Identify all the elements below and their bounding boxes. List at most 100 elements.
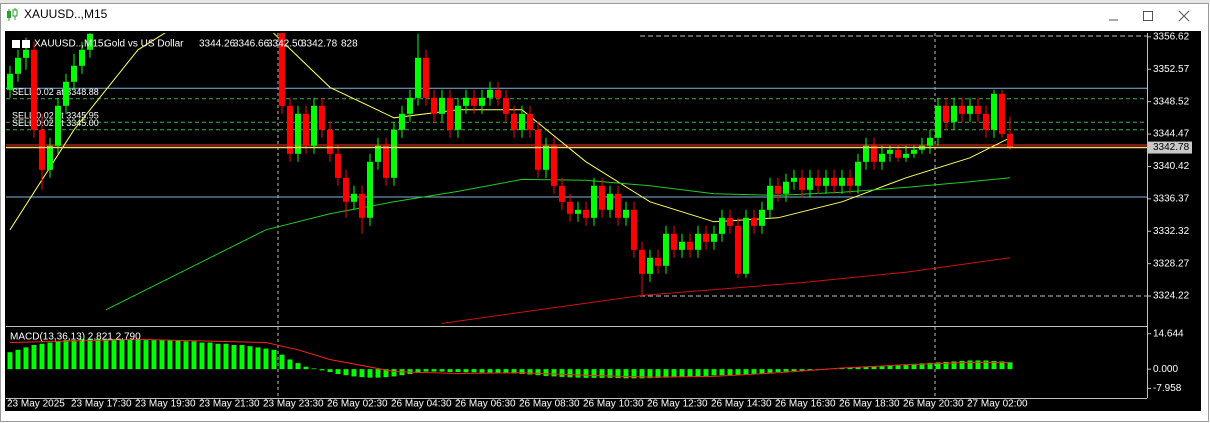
close-button[interactable] — [1178, 10, 1190, 22]
candle-body — [439, 97, 445, 114]
candle-body — [79, 49, 85, 66]
macd-bar — [7, 352, 13, 370]
macd-bar — [543, 369, 549, 376]
candle-body — [983, 113, 989, 130]
macd-bar — [23, 347, 29, 370]
macd-bar — [215, 343, 221, 370]
x-tick-label: 26 May 10:30 — [583, 399, 644, 410]
macd-bar — [223, 343, 229, 370]
candle-body — [975, 105, 981, 114]
macd-bar — [359, 369, 365, 378]
maximize-button[interactable] — [1143, 11, 1153, 21]
macd-bar — [687, 369, 693, 377]
macd-bar — [679, 369, 685, 378]
candle-body — [367, 161, 373, 218]
candle-body — [807, 177, 813, 190]
candle-body — [359, 193, 365, 218]
macd-bar — [167, 340, 173, 370]
x-tick-label: 26 May 06:30 — [455, 399, 516, 410]
candle-body — [431, 97, 437, 114]
x-tick-label: 23 May 21:30 — [199, 399, 260, 410]
macd-bar — [175, 340, 181, 370]
macd-bar — [719, 369, 725, 376]
macd-bar — [943, 361, 949, 370]
window-icon — [7, 8, 18, 21]
macd-bar — [327, 369, 333, 373]
macd-bar — [423, 369, 429, 372]
macd-bar — [975, 360, 981, 370]
candle-body — [391, 129, 397, 178]
candle-body — [631, 209, 637, 250]
candle-body — [535, 129, 541, 170]
candle-body — [783, 181, 789, 194]
x-tick-label: 26 May 14:30 — [711, 399, 772, 410]
y-tick-label: 3352.57 — [1153, 64, 1190, 75]
candle-body — [751, 217, 757, 226]
window-controls[interactable] — [1109, 10, 1190, 22]
macd-bar — [15, 349, 21, 370]
macd-bar — [807, 369, 813, 371]
candle-body — [735, 225, 741, 274]
candle-body — [303, 113, 309, 146]
candle-body — [71, 65, 77, 82]
macd-bar — [367, 369, 373, 378]
candle-body — [855, 161, 861, 186]
macd-bar — [711, 369, 717, 376]
macd-bar — [591, 369, 597, 378]
macd-bar — [999, 361, 1005, 370]
candle-body — [831, 177, 837, 186]
macd-bar — [1007, 362, 1013, 370]
candle-body — [23, 49, 29, 58]
macd-bar — [383, 369, 389, 378]
macd-bar — [495, 369, 501, 373]
macd-bar — [959, 360, 965, 370]
order-label: SELL 0.02 at 3348.88 — [12, 87, 99, 97]
moving-average — [441, 257, 1011, 324]
candle-body — [1007, 133, 1013, 148]
macd-bar — [31, 344, 37, 370]
macd-signal — [9, 338, 1011, 378]
macd-bar — [63, 340, 69, 370]
candle-body — [895, 149, 901, 158]
macd-bar — [623, 369, 629, 379]
macd-bar — [671, 369, 677, 378]
candle-body — [727, 217, 733, 226]
candle-body — [455, 105, 461, 130]
candle-body — [679, 241, 685, 250]
candle-body — [335, 153, 341, 178]
macd-bar — [159, 340, 165, 370]
candle-body — [655, 257, 661, 266]
macd-bar — [287, 359, 293, 370]
macd-y-tick-label: 0.000 — [1153, 364, 1178, 375]
candle-body — [311, 105, 317, 146]
candle-body — [383, 145, 389, 178]
macd-bar — [519, 369, 525, 374]
macd-bar — [855, 367, 861, 370]
y-tick-label: 3328.27 — [1153, 258, 1190, 269]
macd-bar — [647, 369, 653, 379]
candle-body — [7, 73, 13, 90]
candle-body — [471, 97, 477, 106]
macd-bar — [471, 369, 477, 373]
macd-bar — [935, 362, 941, 370]
macd-bar — [87, 338, 93, 370]
candle-body — [55, 105, 61, 146]
candle-body — [863, 145, 869, 162]
macd-bar — [783, 369, 789, 372]
candle-body — [447, 97, 453, 130]
macd-bar — [559, 369, 565, 377]
candle-body — [63, 81, 69, 106]
candle-body — [599, 185, 605, 210]
candle-body — [39, 129, 45, 170]
macd-bar — [663, 369, 669, 378]
candle-body — [967, 105, 973, 114]
candle-body — [703, 233, 709, 242]
candle-body — [343, 177, 349, 202]
macd-bar — [895, 364, 901, 370]
candle-body — [295, 113, 301, 154]
macd-bar — [207, 342, 213, 370]
macd-bar — [439, 369, 445, 372]
candle-body — [47, 145, 53, 170]
bid-label-box — [1148, 141, 1192, 154]
